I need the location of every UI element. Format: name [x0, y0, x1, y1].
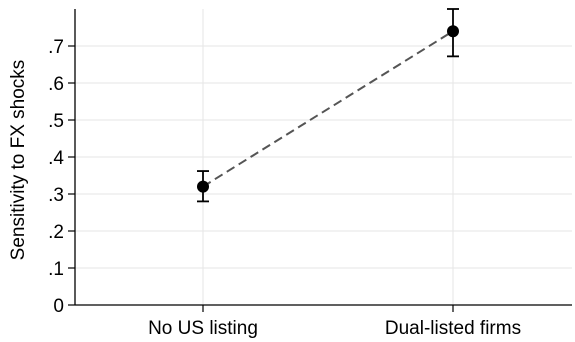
data-point-0 — [197, 180, 209, 193]
y-axis-title: Sensitivity to FX shocks — [8, 60, 29, 261]
y-tick-label-7: .7 — [48, 37, 64, 58]
data-point-1 — [447, 25, 459, 38]
y-tick-label-5: .5 — [48, 111, 64, 132]
label-layer: 0 .1 .2 .3 .4 .5 .6 .7 No US listing Dual-listed … — [8, 37, 521, 339]
y-tick-label-0: 0 — [53, 296, 64, 317]
x-tick-label-0: No US listing — [148, 318, 258, 339]
x-tick-label-1: Dual-listed firms — [385, 318, 521, 339]
y-tick-label-3: .3 — [48, 185, 64, 206]
axes-layer — [68, 9, 572, 312]
y-tick-label-4: .4 — [48, 148, 64, 169]
y-tick-label-1: .1 — [48, 259, 64, 280]
y-tick-label-6: .6 — [48, 74, 64, 95]
data-layer — [197, 8, 459, 203]
grid-layer — [75, 9, 572, 305]
series-0-connector — [202, 30, 454, 188]
y-tick-label-2: .2 — [48, 222, 64, 243]
